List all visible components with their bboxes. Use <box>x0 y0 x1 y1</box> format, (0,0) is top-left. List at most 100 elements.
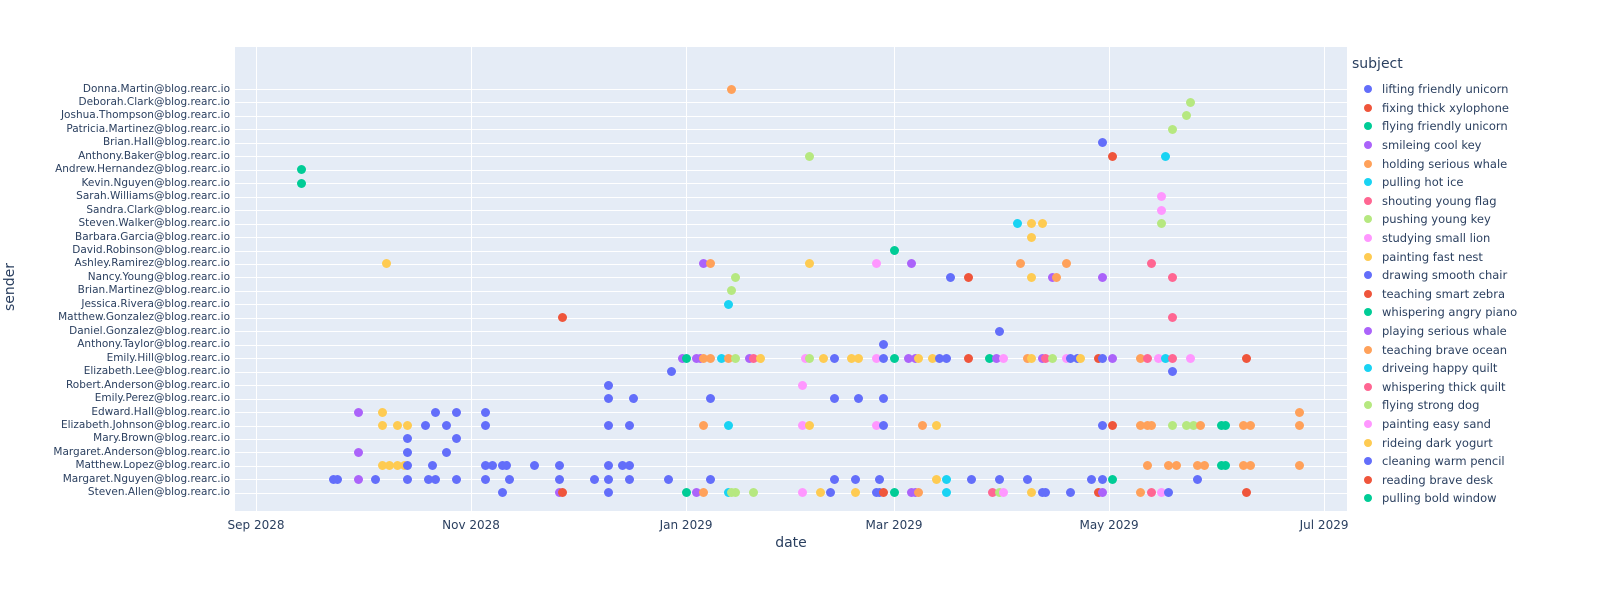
data-point[interactable] <box>1016 259 1026 269</box>
data-point[interactable] <box>804 421 814 430</box>
data-point[interactable] <box>589 474 599 484</box>
data-point[interactable] <box>1168 272 1177 282</box>
data-point[interactable] <box>871 353 881 363</box>
data-point[interactable] <box>1185 97 1195 107</box>
data-point[interactable] <box>1108 474 1118 484</box>
data-point[interactable] <box>378 461 388 471</box>
data-point[interactable] <box>1097 272 1107 282</box>
data-point[interactable] <box>1196 421 1206 430</box>
data-point[interactable] <box>1146 421 1156 430</box>
data-point[interactable] <box>1097 353 1107 363</box>
data-point[interactable] <box>699 421 709 430</box>
data-point[interactable] <box>667 367 677 377</box>
data-point[interactable] <box>403 434 413 444</box>
data-point[interactable] <box>804 259 814 269</box>
data-point[interactable] <box>699 259 709 269</box>
data-point[interactable] <box>1153 353 1163 363</box>
data-point[interactable] <box>1136 421 1146 430</box>
legend-item[interactable]: pulling bold window <box>1352 489 1597 508</box>
data-point[interactable] <box>297 165 307 175</box>
data-point[interactable] <box>903 353 913 363</box>
legend-item[interactable]: fixing thick xylophone <box>1352 99 1597 118</box>
data-point[interactable] <box>878 394 888 404</box>
data-point[interactable] <box>871 259 881 269</box>
data-point[interactable] <box>353 474 363 484</box>
data-point[interactable] <box>706 474 716 484</box>
data-point[interactable] <box>1160 151 1170 161</box>
data-point[interactable] <box>889 488 899 498</box>
legend-item[interactable]: studying small lion <box>1352 229 1597 248</box>
data-point[interactable] <box>378 421 388 430</box>
data-point[interactable] <box>730 272 740 282</box>
data-point[interactable] <box>1027 219 1036 229</box>
data-point[interactable] <box>625 474 635 484</box>
data-point[interactable] <box>1294 421 1304 430</box>
data-point[interactable] <box>1041 353 1051 363</box>
data-point[interactable] <box>1168 124 1177 134</box>
data-point[interactable] <box>875 474 885 484</box>
data-point[interactable] <box>378 407 388 417</box>
data-point[interactable] <box>529 461 539 471</box>
data-point[interactable] <box>1157 488 1167 498</box>
data-point[interactable] <box>1157 192 1167 202</box>
data-point[interactable] <box>871 421 881 430</box>
data-point[interactable] <box>723 421 733 430</box>
data-point[interactable] <box>723 353 733 363</box>
data-point[interactable] <box>1157 219 1167 229</box>
data-point[interactable] <box>618 461 628 471</box>
data-point[interactable] <box>385 461 395 471</box>
data-point[interactable] <box>1238 421 1248 430</box>
data-point[interactable] <box>353 447 363 457</box>
data-point[interactable] <box>723 299 733 309</box>
data-point[interactable] <box>942 488 952 498</box>
data-point[interactable] <box>558 488 568 498</box>
legend-item[interactable]: shouting young flag <box>1352 192 1597 211</box>
data-point[interactable] <box>480 474 490 484</box>
data-point[interactable] <box>392 421 402 430</box>
data-point[interactable] <box>441 421 451 430</box>
data-point[interactable] <box>1037 219 1047 229</box>
data-point[interactable] <box>826 488 836 498</box>
data-point[interactable] <box>1220 461 1230 471</box>
data-point[interactable] <box>914 488 924 498</box>
legend-item[interactable]: painting fast nest <box>1352 247 1597 266</box>
data-point[interactable] <box>663 474 673 484</box>
data-point[interactable] <box>998 488 1008 498</box>
legend-item[interactable]: flying strong dog <box>1352 396 1597 415</box>
data-point[interactable] <box>381 259 391 269</box>
data-point[interactable] <box>604 461 613 471</box>
data-point[interactable] <box>487 461 497 471</box>
data-point[interactable] <box>699 488 709 498</box>
data-point[interactable] <box>1027 272 1036 282</box>
data-point[interactable] <box>819 353 829 363</box>
data-point[interactable] <box>1168 367 1177 377</box>
data-point[interactable] <box>480 421 490 430</box>
data-point[interactable] <box>604 421 613 430</box>
data-point[interactable] <box>942 474 952 484</box>
data-point[interactable] <box>797 380 807 390</box>
data-point[interactable] <box>604 394 613 404</box>
data-point[interactable] <box>1157 205 1167 215</box>
data-point[interactable] <box>554 474 564 484</box>
data-point[interactable] <box>371 474 381 484</box>
data-point[interactable] <box>748 353 758 363</box>
data-point[interactable] <box>441 447 451 457</box>
data-point[interactable] <box>1168 421 1177 430</box>
data-point[interactable] <box>878 340 888 350</box>
data-point[interactable] <box>716 353 726 363</box>
data-point[interactable] <box>1164 488 1174 498</box>
legend-item[interactable]: pulling hot ice <box>1352 173 1597 192</box>
data-point[interactable] <box>1048 353 1058 363</box>
data-point[interactable] <box>1065 488 1075 498</box>
data-point[interactable] <box>1182 421 1192 430</box>
data-point[interactable] <box>797 488 807 498</box>
data-point[interactable] <box>1041 488 1051 498</box>
data-point[interactable] <box>878 353 888 363</box>
data-point[interactable] <box>625 421 635 430</box>
data-point[interactable] <box>427 461 437 471</box>
data-point[interactable] <box>727 286 737 296</box>
data-point[interactable] <box>1108 151 1118 161</box>
legend-item[interactable]: teaching smart zebra <box>1352 285 1597 304</box>
data-point[interactable] <box>988 488 998 498</box>
data-point[interactable] <box>928 353 938 363</box>
